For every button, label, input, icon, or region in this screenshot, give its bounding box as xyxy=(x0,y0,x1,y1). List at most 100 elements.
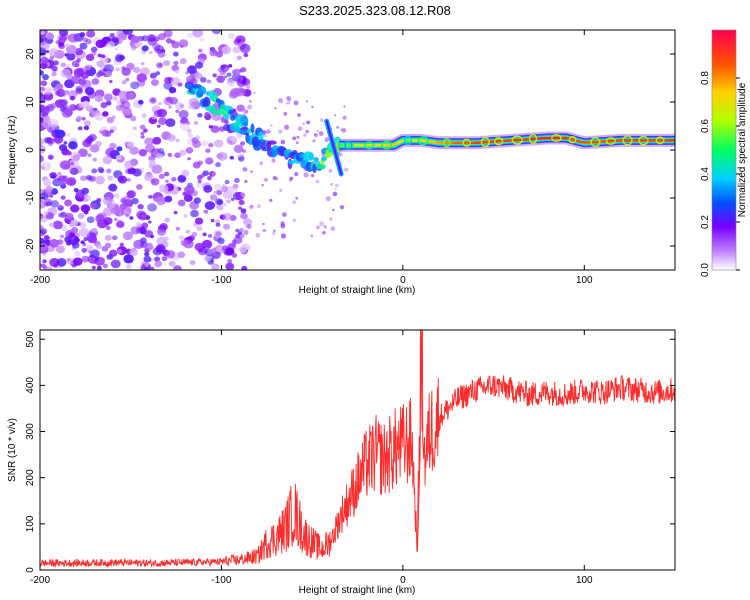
noise-blob xyxy=(79,42,88,50)
noise-blob xyxy=(114,217,118,222)
ridge-knot xyxy=(364,140,374,150)
noise-blob xyxy=(102,196,113,206)
noise-blob xyxy=(96,265,102,270)
noise-speck xyxy=(315,179,320,184)
noise-blob xyxy=(81,255,90,263)
noise-blob xyxy=(135,184,143,190)
noise-blob xyxy=(171,64,179,72)
noise-speck xyxy=(250,170,253,174)
ridge-knot xyxy=(403,135,412,146)
noise-blob xyxy=(194,72,203,80)
noise-blob xyxy=(169,97,179,105)
noise-blob xyxy=(240,67,247,73)
noise-blob xyxy=(121,80,127,85)
noise-blob xyxy=(85,53,95,62)
noise-speck xyxy=(263,177,269,182)
noise-blob xyxy=(117,220,123,225)
noise-blob xyxy=(66,133,71,137)
noise-blob xyxy=(77,213,85,219)
noise-blob xyxy=(158,102,162,106)
chart-title: S233.2025.323.08.12.R08 xyxy=(299,3,451,18)
noise-blob xyxy=(96,60,105,68)
noise-blob xyxy=(40,70,44,76)
noise-blob xyxy=(52,87,58,92)
noise-speck xyxy=(262,228,266,233)
noise-blob xyxy=(81,79,92,89)
colorbar-tick-label: 0.6 xyxy=(700,119,711,133)
noise-blob xyxy=(84,86,95,96)
ridge-blob xyxy=(325,151,333,158)
noise-blob xyxy=(174,267,180,270)
noise-speck xyxy=(239,233,245,239)
noise-blob xyxy=(141,35,149,42)
noise-blob xyxy=(77,126,83,131)
noise-blob xyxy=(60,68,72,78)
noise-blob xyxy=(66,177,77,186)
noise-speck xyxy=(280,221,285,226)
noise-speck xyxy=(271,158,276,163)
colorbar: 0.0 0.2 0.4 0.6 0.8 Normalized spectral ampl… xyxy=(700,29,748,277)
noise-speck xyxy=(303,172,309,178)
noise-blob xyxy=(149,266,155,270)
noise-blob xyxy=(94,112,104,121)
noise-speck xyxy=(312,139,316,143)
snr-xtick-label: 100 xyxy=(576,575,593,586)
noise-blob xyxy=(164,195,173,203)
ridge-blob xyxy=(308,152,314,161)
noise-speck xyxy=(294,171,299,177)
ridge-blob xyxy=(243,121,249,128)
noise-blob xyxy=(223,203,227,207)
noise-blob xyxy=(171,176,177,182)
noise-speck xyxy=(303,133,307,137)
noise-speck xyxy=(330,226,336,231)
noise-speck xyxy=(310,234,314,238)
noise-blob xyxy=(179,123,190,132)
noise-blob xyxy=(109,129,114,134)
noise-blob xyxy=(104,209,111,215)
noise-blob xyxy=(43,178,52,187)
noise-blob xyxy=(144,242,154,251)
noise-speck xyxy=(328,169,333,173)
snr-xtick-label: -100 xyxy=(211,575,231,586)
noise-blob xyxy=(57,171,62,176)
noise-blob xyxy=(92,157,97,162)
noise-blob xyxy=(82,37,89,43)
noise-blob xyxy=(156,62,164,69)
noise-speck xyxy=(292,218,297,223)
noise-blob xyxy=(40,137,45,145)
noise-speck xyxy=(316,130,319,133)
noise-blob xyxy=(61,100,67,106)
noise-blob xyxy=(102,68,107,72)
noise-speck xyxy=(334,188,337,191)
noise-blob xyxy=(45,185,54,193)
noise-blob xyxy=(137,203,144,210)
noise-speck xyxy=(255,233,261,238)
noise-blob xyxy=(53,60,59,66)
noise-blob xyxy=(84,64,92,71)
noise-blob xyxy=(51,126,56,131)
ridge-knot xyxy=(480,137,490,148)
noise-blob xyxy=(68,33,79,43)
noise-blob xyxy=(213,139,224,148)
noise-blob xyxy=(212,73,217,78)
noise-blob xyxy=(179,149,187,156)
noise-blob xyxy=(40,37,44,43)
noise-blob xyxy=(139,81,146,87)
noise-blob xyxy=(98,168,105,174)
noise-blob xyxy=(240,208,247,214)
noise-blob xyxy=(43,235,50,241)
noise-blob xyxy=(171,41,180,49)
noise-blob xyxy=(43,115,51,122)
noise-blob xyxy=(106,116,115,124)
ridge-knot xyxy=(528,134,538,144)
noise-speck xyxy=(261,183,264,187)
noise-blob xyxy=(173,211,178,215)
noise-blob xyxy=(82,243,87,247)
noise-blob xyxy=(192,30,203,38)
noise-blob xyxy=(219,69,226,76)
noise-speck xyxy=(334,114,337,117)
noise-blob xyxy=(167,134,176,142)
noise-blob xyxy=(43,210,49,215)
noise-blob xyxy=(58,41,64,47)
ridge-knot xyxy=(638,135,649,146)
